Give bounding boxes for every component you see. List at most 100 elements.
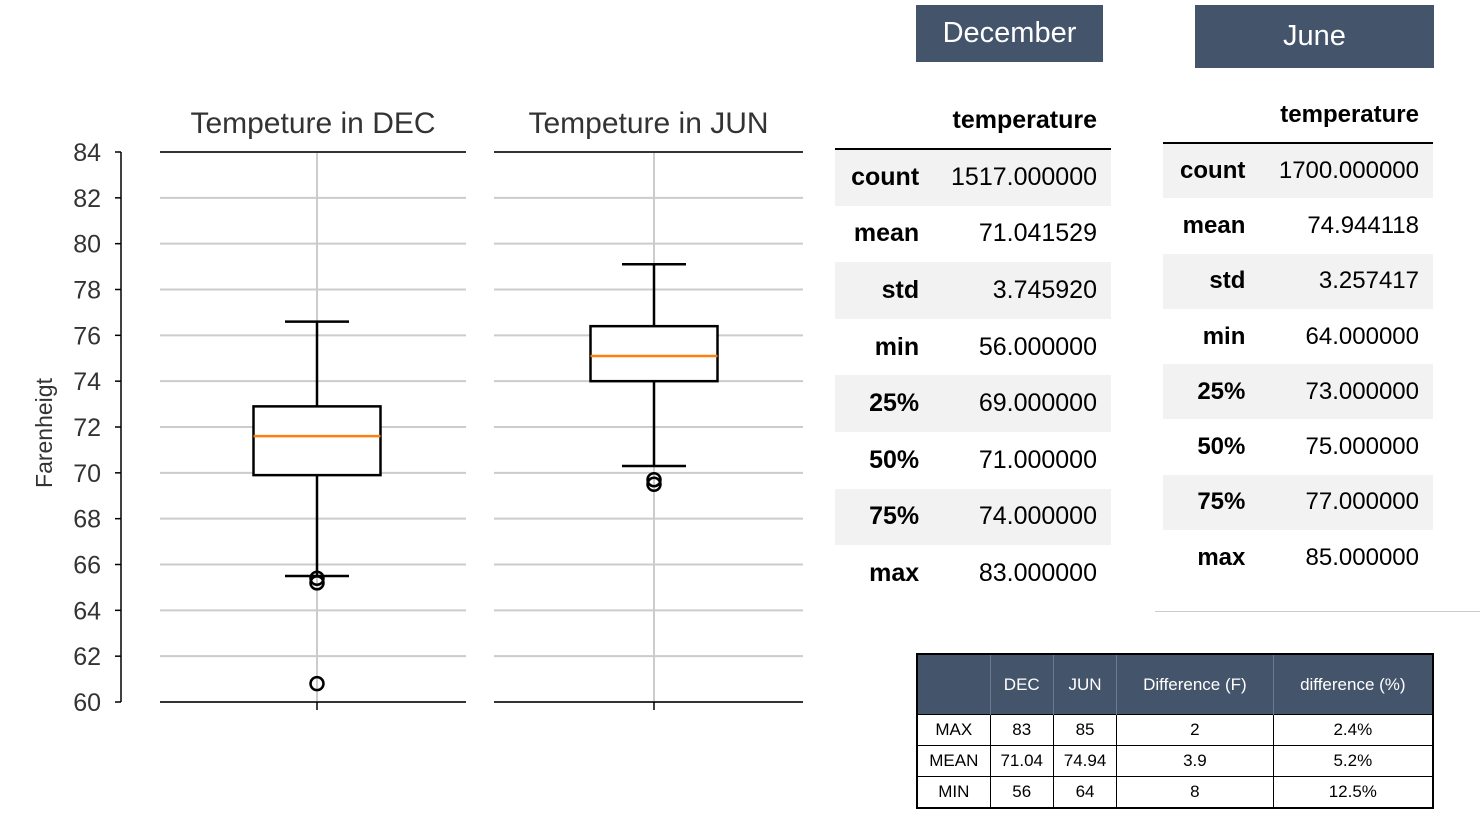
- y-tick-label: 62: [73, 643, 101, 671]
- comparison-cell: 85: [1052, 714, 1117, 746]
- stats-value: 71.041529: [978, 219, 1097, 248]
- stats-row: min 64.000000: [1163, 309, 1433, 364]
- comparison-cell: 12.5%: [1272, 776, 1433, 808]
- comparison-header: Difference (F): [1116, 654, 1274, 715]
- comparison-cell: 2: [1116, 714, 1274, 746]
- comparison-cell: 56: [989, 776, 1054, 808]
- y-tick-label: 82: [73, 185, 101, 213]
- boxplot-chart: 60 62 64 66 68 70 72 74 76 78 80 82 84 Farenheigt Temp…: [31, 107, 803, 717]
- stats-value: 1517.000000: [951, 163, 1097, 192]
- comparison-row: MAX 83 85 2 2.4%: [917, 714, 1433, 746]
- stats-label: std: [881, 275, 920, 304]
- comparison-row: MIN 56 64 8 12.5%: [917, 776, 1433, 808]
- comparison-table: DEC JUN Difference (F) difference (%) MA…: [916, 653, 1434, 809]
- stats-column-header: temperature: [933, 92, 1111, 150]
- y-tick-label: 66: [73, 552, 101, 580]
- y-tick-label: 64: [73, 597, 101, 625]
- stats-row: 75% 74.000000: [835, 488, 1111, 546]
- comparison-cell: MEAN: [917, 745, 991, 777]
- stats-value: 64.000000: [1305, 322, 1419, 350]
- stats-value: 77.000000: [1305, 488, 1419, 516]
- comparison-cell: 71.04: [989, 745, 1054, 777]
- y-tick-label: 68: [73, 506, 101, 534]
- stats-row: 50% 75.000000: [1163, 419, 1433, 474]
- stats-row: min 56.000000: [835, 319, 1111, 376]
- stats-label: std: [1209, 267, 1246, 295]
- stats-row: count 1517.000000: [835, 149, 1111, 206]
- comparison-cell: 2.4%: [1272, 714, 1433, 746]
- divider: [1155, 611, 1480, 612]
- stats-value: 3.745920: [992, 275, 1097, 304]
- panel-title: Tempeture in JUN: [528, 107, 768, 140]
- box: [589, 324, 719, 383]
- outlier-point: [646, 471, 662, 488]
- stats-row: 25% 69.000000: [835, 375, 1111, 432]
- stats-label: count: [851, 163, 920, 192]
- panel-title: Tempeture in DEC: [190, 107, 435, 140]
- stats-label: mean: [1182, 211, 1246, 239]
- comparison-header: DEC: [989, 654, 1054, 715]
- stats-row: mean 74.944118: [1163, 198, 1433, 253]
- stats-value: 85.000000: [1305, 543, 1419, 571]
- y-tick-label: 80: [73, 231, 101, 259]
- outlier-point: [309, 570, 325, 586]
- stats-row: count 1700.000000: [1163, 143, 1433, 199]
- stats-value: 56.000000: [978, 332, 1097, 361]
- stats-row: max 85.000000: [1163, 530, 1433, 585]
- stats-value: 69.000000: [978, 389, 1097, 418]
- y-tick-label: 76: [73, 322, 101, 350]
- comparison-cell: 74.94: [1052, 745, 1117, 777]
- stats-label: count: [1180, 157, 1246, 185]
- y-tick-label: 74: [73, 368, 101, 396]
- june-stats-table: temperature count 1700.000000 mean 74.9441…: [1163, 88, 1433, 585]
- comparison-header: difference (%): [1272, 654, 1433, 715]
- box: [252, 405, 382, 477]
- stats-label: 50%: [1197, 433, 1246, 461]
- stats-value: 83.000000: [978, 558, 1097, 587]
- stats-label: 25%: [869, 389, 920, 418]
- stats-value: 73.000000: [1305, 377, 1419, 405]
- stats-value: 75.000000: [1305, 433, 1419, 461]
- stats-row: 50% 71.000000: [835, 432, 1111, 489]
- stats-row: 25% 73.000000: [1163, 364, 1433, 420]
- june-header: June: [1195, 5, 1434, 68]
- stats-label: 25%: [1197, 377, 1246, 405]
- stats-label: 75%: [869, 502, 920, 531]
- stats-label: min: [874, 332, 920, 361]
- stats-label: max: [869, 558, 920, 587]
- outlier-point: [309, 675, 325, 692]
- stats-row: max 83.000000: [835, 545, 1111, 602]
- stats-column-header: temperature: [1259, 88, 1433, 144]
- outlier-point: [646, 476, 662, 493]
- comparison-cell: MAX: [917, 714, 991, 746]
- stats-row: std 3.745920: [835, 262, 1111, 319]
- stats-value: 74.000000: [978, 502, 1097, 531]
- stats-value: 1700.000000: [1278, 157, 1419, 185]
- stats-label: min: [1202, 322, 1246, 350]
- stats-value: 71.000000: [978, 445, 1097, 474]
- y-tick-label: 84: [73, 139, 101, 167]
- y-tick-label: 70: [73, 460, 101, 488]
- stats-value: 3.257417: [1318, 267, 1419, 295]
- comparison-cell: 64: [1052, 776, 1117, 808]
- comparison-row: MEAN 71.04 74.94 3.9 5.2%: [917, 745, 1433, 777]
- y-tick-label: 60: [73, 689, 101, 717]
- comparison-header-row: DEC JUN Difference (F) difference (%): [917, 654, 1433, 715]
- comparison-cell: 8: [1116, 776, 1274, 808]
- comparison-cell: 83: [989, 714, 1054, 746]
- comparison-header: [917, 654, 991, 715]
- stats-label: mean: [853, 219, 920, 248]
- outlier-point: [309, 575, 325, 591]
- december-stats-table: temperature count 1517.000000 mean 71.0415…: [835, 92, 1111, 602]
- comparison-cell: 3.9: [1116, 745, 1274, 777]
- y-tick-label: 72: [73, 414, 101, 442]
- stats-row: mean 71.041529: [835, 206, 1111, 263]
- december-header: December: [916, 5, 1103, 62]
- y-tick-label: 78: [73, 277, 101, 305]
- stats-label: 50%: [869, 445, 920, 474]
- stats-label: max: [1197, 543, 1246, 571]
- comparison-cell: 5.2%: [1272, 745, 1433, 777]
- y-axis-label: Farenheigt: [31, 377, 57, 488]
- comparison-header: JUN: [1052, 654, 1117, 715]
- stats-row: std 3.257417: [1163, 253, 1433, 309]
